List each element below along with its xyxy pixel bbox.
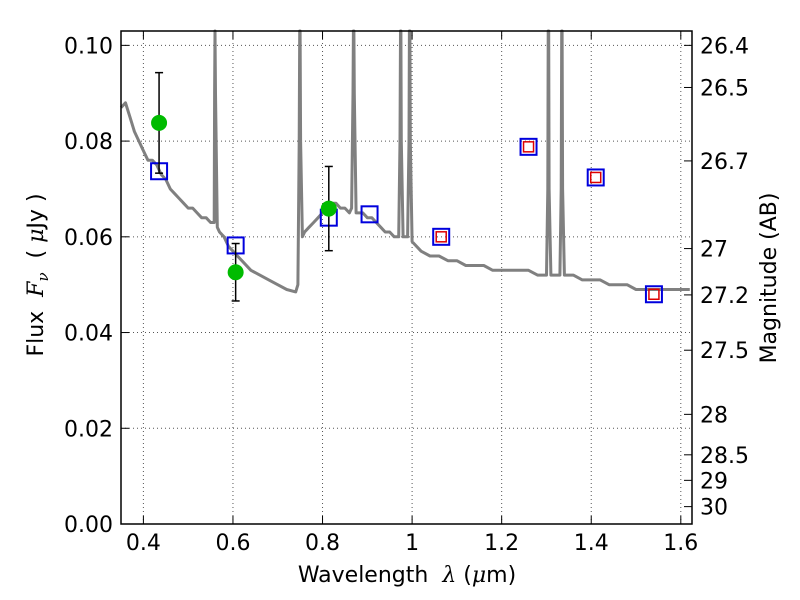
y-axis-title-paren: (	[24, 243, 49, 273]
mag-tick-label: 26.5	[700, 76, 749, 101]
observed-flux-point	[151, 114, 168, 131]
x-tick-label: 1.2	[484, 531, 519, 556]
plot-frame	[120, 30, 693, 525]
mag-tick-label: 27.5	[700, 339, 749, 364]
model-photometry-square	[360, 205, 379, 224]
x-axis-mu: μ	[472, 563, 486, 588]
model-photometry-inner-square	[648, 288, 660, 301]
x-tick-label: 1	[405, 531, 419, 556]
mag-tick-label: 27	[700, 238, 728, 263]
y-tick-label: 0.02	[64, 417, 113, 442]
x-axis-title-prefix: Wavelength	[298, 563, 443, 588]
model-photometry-square	[644, 285, 663, 304]
y-axis-title: Flux Fν ( μJy )	[24, 193, 52, 356]
observed-flux-point	[227, 264, 244, 281]
y-tick-label: 0.06	[64, 226, 113, 251]
x-tick-label: 0.6	[215, 531, 250, 556]
x-tick-label: 0.8	[305, 531, 340, 556]
x-tick-label: 0.4	[126, 531, 161, 556]
x-axis-title: Wavelength λ (μm)	[298, 563, 516, 588]
model-spectrum	[119, 29, 690, 294]
model-spectrum-line	[119, 29, 690, 294]
mag-tick-label: 26.7	[700, 150, 749, 175]
y-axis-mu: μ	[24, 229, 49, 243]
grid-lines	[121, 31, 692, 525]
y-tick-label: 0.04	[64, 322, 113, 347]
observed-flux-point	[320, 200, 337, 217]
model-photometry-inner-square	[522, 141, 535, 153]
x-axis-unit: m)	[486, 563, 516, 588]
model-photometry-square	[586, 168, 605, 187]
y-axis-unit: Jy )	[24, 193, 49, 230]
mag-tick-label: 28.5	[700, 444, 749, 469]
y-tick-label: 0.08	[64, 130, 113, 155]
mag-tick-label: 28	[700, 403, 728, 428]
x-tick-label: 1.4	[574, 531, 609, 556]
mag-tick-label: 27.2	[700, 284, 749, 309]
y2-axis-title: Magnitude (AB)	[757, 193, 782, 364]
x-tick-label: 1.6	[663, 531, 698, 556]
photometry-markers	[150, 71, 663, 304]
y-axis-nu: ν	[34, 272, 52, 281]
x-axis-lambda: λ	[441, 563, 456, 588]
model-photometry-inner-square	[435, 231, 447, 243]
y-axis-title-prefix: Flux	[24, 297, 49, 357]
mag-tick-label: 29	[700, 469, 728, 494]
x-axis-title-paren: (	[456, 563, 472, 588]
y-axis-f: F	[24, 281, 49, 298]
model-photometry-square	[432, 227, 451, 246]
y-tick-label: 0.00	[64, 513, 113, 538]
axis-ticks: 0.4 0.6 0.8 1 1.2 1.4 1.6 0.00 0.02 0.04 0.06 0.08 0…	[64, 31, 749, 556]
model-photometry-square	[519, 137, 538, 156]
model-photometry-inner-square	[589, 171, 602, 184]
mag-tick-label: 26.4	[700, 34, 749, 59]
y-tick-label: 0.10	[64, 34, 113, 59]
mag-tick-label: 30	[700, 496, 728, 521]
